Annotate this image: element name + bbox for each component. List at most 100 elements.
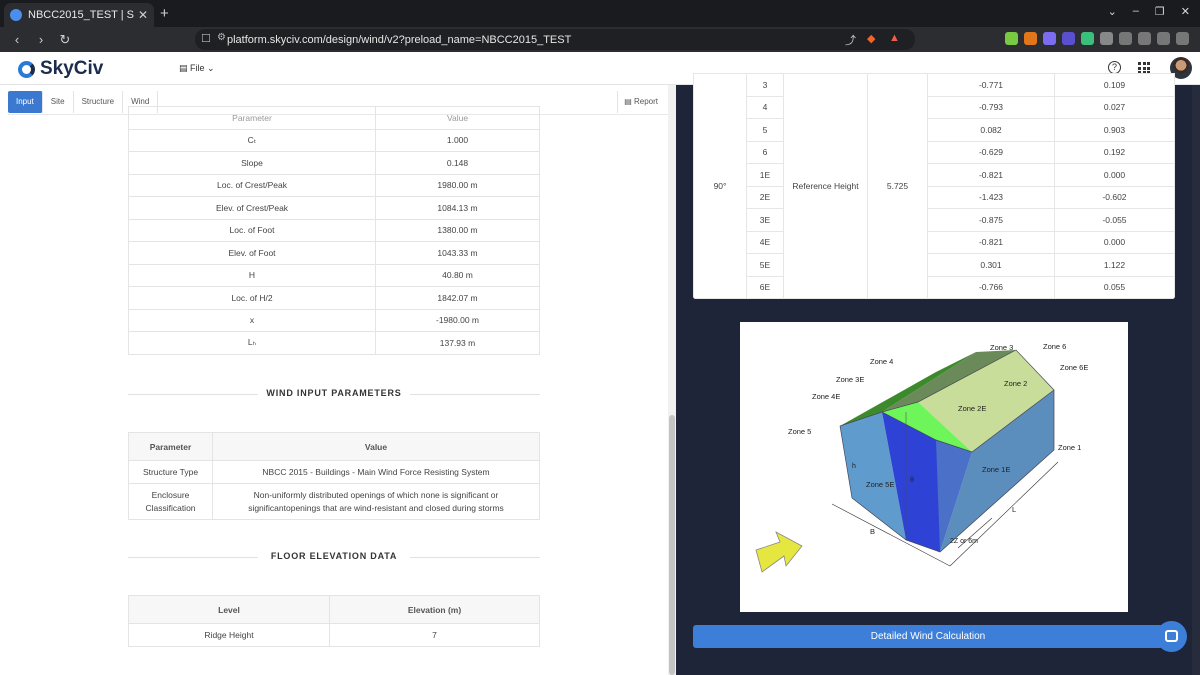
bookmark-icon[interactable]: ☐	[201, 33, 211, 45]
close-tab-icon[interactable]: ✕	[137, 8, 148, 22]
detailed-wind-calculation-button[interactable]: Detailed Wind Calculation	[693, 625, 1163, 648]
table-cell: 0.148	[375, 151, 540, 175]
table-cell: 5	[746, 118, 784, 142]
leo-icon[interactable]	[1157, 32, 1170, 45]
label-l: L	[1012, 505, 1016, 514]
brave-shield-icon[interactable]: ◆	[867, 33, 876, 45]
table-cell: -1.423	[927, 185, 1055, 209]
table-row: 6 -0.629 0.192	[694, 140, 1175, 164]
height-cell: 5.725	[867, 73, 928, 299]
table-row: 5 0.082 0.903	[694, 118, 1175, 142]
reload-icon[interactable]: ↻	[59, 31, 71, 47]
label-zone-2e: Zone 2E	[958, 404, 986, 413]
table-cell: 0.082	[927, 118, 1055, 142]
table-header-row: Level Elevation (m)	[128, 595, 540, 624]
label-zone-3: Zone 3	[990, 343, 1013, 352]
table-cell: 6	[746, 140, 784, 164]
table-cell: 1.000	[375, 128, 540, 152]
extension-cloud-icon[interactable]	[1043, 32, 1056, 45]
label-zone-6e: Zone 6E	[1060, 363, 1088, 372]
table-cell: Non-uniformly distributed openings of wh…	[212, 483, 540, 520]
menu-icon[interactable]	[1176, 32, 1189, 45]
skyciv-logo-icon	[18, 60, 35, 78]
wallet-icon[interactable]	[1138, 32, 1151, 45]
tab-input[interactable]: Input	[8, 91, 43, 113]
table-cell: -0.602	[1054, 185, 1175, 209]
zone-4e-roof	[840, 352, 976, 426]
chat-button[interactable]	[1156, 621, 1187, 652]
new-tab-icon[interactable]: +	[160, 5, 169, 22]
table-row: Loc. of Foot 1380.00 m	[128, 218, 540, 242]
table-cell: 0.301	[927, 253, 1055, 277]
table-cell: -0.821	[927, 163, 1055, 187]
table-cell: x	[128, 308, 376, 332]
table-cell: -0.875	[927, 208, 1055, 232]
table-row: 90° 3 Reference Height 5.725 -0.771 0.10…	[693, 73, 1175, 299]
table-row: Elev. of Crest/Peak 1084.13 m	[128, 196, 540, 220]
browser-tabbar: NBCC2015_TEST | SkyCiv ✕ + ⌄ – ❐ ✕	[0, 0, 1200, 27]
report-button[interactable]: ▤ Report	[617, 91, 664, 113]
table-cell: 1043.33 m	[375, 241, 540, 265]
tab-structure[interactable]: Structure	[74, 91, 124, 113]
site-info-icon[interactable]: ⚙	[217, 32, 226, 43]
label-zone-6: Zone 6	[1043, 342, 1066, 351]
tab-title: NBCC2015_TEST | SkyCiv	[28, 9, 134, 21]
sidebar-icon[interactable]	[1119, 32, 1132, 45]
back-icon[interactable]: ‹	[14, 32, 20, 47]
table-row: Structure Type NBCC 2015 - Buildings - M…	[128, 460, 540, 484]
share-icon[interactable]: ⤴	[845, 35, 856, 47]
table-cell: 0.027	[1054, 95, 1175, 119]
url-text[interactable]: platform.skyciv.com/design/wind/v2?prelo…	[227, 33, 572, 46]
skyciv-favicon-icon	[10, 9, 22, 21]
table-cell: 0.192	[1054, 140, 1175, 164]
zone-pressure-table: 90° 3 Reference Height 5.725 -0.771 0.10…	[693, 73, 1175, 299]
table-cell: 0.055	[1054, 275, 1175, 299]
forward-icon[interactable]: ›	[38, 32, 44, 47]
table-cell: -0.793	[927, 95, 1055, 119]
table-cell: 137.93 m	[375, 331, 540, 355]
window-controls: ⌄ – ❐ ✕	[1108, 5, 1190, 18]
table-cell: 5E	[746, 253, 784, 277]
table-row: Cₜ 1.000	[128, 128, 540, 152]
right-scrollbar[interactable]	[1192, 85, 1200, 675]
extensions-puzzle-icon[interactable]	[1100, 32, 1113, 45]
tab-site[interactable]: Site	[43, 91, 74, 113]
scrollbar-thumb[interactable]	[669, 415, 675, 675]
browser-tab[interactable]: NBCC2015_TEST | SkyCiv ✕	[4, 3, 154, 27]
file-menu[interactable]: ▤ File ⌄	[179, 63, 215, 74]
table-row: 5E 0.301 1.122	[694, 253, 1175, 277]
file-icon: ▤	[179, 63, 191, 73]
avatar[interactable]	[1170, 57, 1192, 79]
skyciv-logo[interactable]: SkyCiv	[18, 58, 103, 80]
table-row: 4 -0.793 0.027	[694, 95, 1175, 119]
section-title: FLOOR ELEVATION DATA	[270, 551, 398, 561]
wind-direction-arrow-icon	[755, 531, 803, 573]
extension-leaf-icon[interactable]	[1005, 32, 1018, 45]
section-title: WIND INPUT PARAMETERS	[266, 388, 402, 398]
table-cell: Enclosure Classification	[128, 483, 213, 520]
address-bar[interactable]: ☐ ⚙ platform.skyciv.com/design/wind/v2?p…	[195, 29, 915, 50]
table-cell: 7	[329, 623, 540, 647]
wind-input-heading: WIND INPUT PARAMETERS	[128, 388, 540, 402]
extension-color-icon[interactable]	[1081, 32, 1094, 45]
chevron-down-icon[interactable]: ⌄	[1107, 6, 1117, 18]
table-row: Slope 0.148	[128, 151, 540, 175]
table-cell: 6E	[746, 275, 784, 299]
table-cell: 3	[746, 73, 784, 97]
divider	[410, 394, 540, 395]
label-zone-5: Zone 5	[788, 427, 811, 436]
tab-wind[interactable]: Wind	[123, 91, 159, 113]
close-window-icon[interactable]: ✕	[1180, 6, 1190, 18]
table-cell: 0.109	[1054, 73, 1175, 97]
label-theta: θ	[910, 477, 914, 484]
wind-input-table: Parameter Value Structure Type NBCC 2015…	[128, 432, 540, 520]
extension-a-icon[interactable]	[1062, 32, 1075, 45]
left-scrollbar[interactable]	[668, 85, 676, 675]
table-cell: H	[128, 263, 376, 287]
rewards-icon[interactable]: ▲	[889, 32, 900, 44]
table-row: 6E -0.766 0.055	[694, 275, 1175, 299]
maximize-icon[interactable]: ❐	[1154, 6, 1165, 18]
extension-fox-icon[interactable]	[1024, 32, 1037, 45]
apps-grid-icon[interactable]	[1138, 62, 1150, 74]
minimize-icon[interactable]: –	[1132, 5, 1139, 17]
